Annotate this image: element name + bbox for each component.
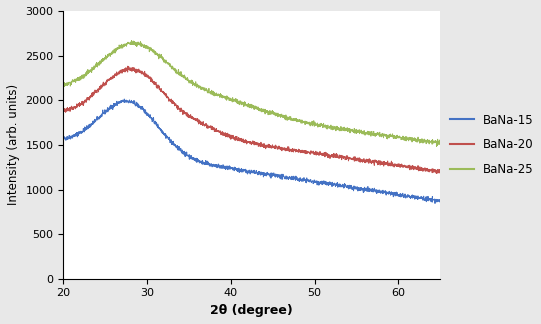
BaNa-25 bbox=[60, 84, 67, 88]
BaNa-15 bbox=[80, 129, 86, 133]
BaNa-20 bbox=[243, 142, 250, 146]
X-axis label: 2θ (degree): 2θ (degree) bbox=[210, 304, 293, 317]
BaNa-25 bbox=[433, 145, 440, 148]
BaNa-20 bbox=[437, 169, 444, 173]
BaNa-15 bbox=[121, 97, 128, 101]
BaNa-15 bbox=[60, 136, 67, 140]
Legend: BaNa-15, BaNa-20, BaNa-25: BaNa-15, BaNa-20, BaNa-25 bbox=[450, 113, 533, 176]
BaNa-25 bbox=[234, 100, 240, 104]
BaNa-20 bbox=[234, 134, 240, 138]
BaNa-25 bbox=[437, 142, 444, 146]
BaNa-25 bbox=[357, 129, 364, 133]
BaNa-25 bbox=[426, 138, 433, 142]
BaNa-15 bbox=[432, 202, 438, 205]
BaNa-15 bbox=[243, 170, 250, 174]
BaNa-25 bbox=[426, 139, 433, 143]
Line: BaNa-20: BaNa-20 bbox=[63, 66, 440, 173]
Line: BaNa-25: BaNa-25 bbox=[63, 40, 440, 146]
Line: BaNa-15: BaNa-15 bbox=[63, 99, 440, 203]
BaNa-20 bbox=[426, 168, 433, 172]
BaNa-25 bbox=[80, 74, 86, 77]
BaNa-15 bbox=[426, 197, 433, 201]
BaNa-20 bbox=[357, 158, 364, 162]
BaNa-20 bbox=[60, 109, 67, 113]
BaNa-20 bbox=[433, 171, 440, 175]
Y-axis label: Intensity (arb. units): Intensity (arb. units) bbox=[7, 84, 20, 205]
BaNa-25 bbox=[128, 39, 135, 42]
BaNa-15 bbox=[437, 200, 444, 204]
BaNa-20 bbox=[426, 168, 433, 172]
BaNa-15 bbox=[426, 198, 433, 202]
BaNa-15 bbox=[234, 167, 240, 170]
BaNa-20 bbox=[80, 100, 86, 104]
BaNa-20 bbox=[124, 64, 131, 68]
BaNa-25 bbox=[243, 102, 250, 106]
BaNa-15 bbox=[357, 187, 364, 191]
